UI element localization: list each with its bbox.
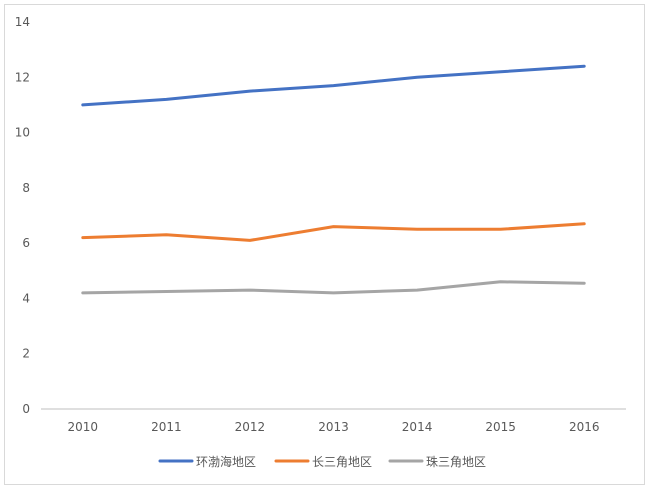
legend-label: 环渤海地区 xyxy=(196,454,256,469)
series-line-0 xyxy=(81,64,586,107)
x-axis-ticks: 2010 2011 2012 2013 2014 2015 2016 xyxy=(68,420,600,434)
y-axis-ticks: 0 2 4 6 8 10 12 14 xyxy=(15,15,30,416)
legend-item: 珠三角地区 xyxy=(388,455,486,469)
legend: 环渤海地区 长三角地区 珠三角地区 xyxy=(158,454,486,469)
x-tick-label: 2015 xyxy=(485,420,516,434)
y-tick-label: 4 xyxy=(22,291,30,305)
y-tick-label: 2 xyxy=(22,347,30,361)
y-tick-label: 6 xyxy=(22,236,30,250)
y-tick-label: 0 xyxy=(22,402,30,416)
y-tick-label: 10 xyxy=(15,126,30,140)
y-tick-label: 14 xyxy=(15,15,30,29)
chart-frame xyxy=(4,4,645,485)
series-line-1 xyxy=(81,222,586,242)
legend-item: 长三角地区 xyxy=(274,455,372,469)
x-tick-label: 2016 xyxy=(569,420,600,434)
series-lines xyxy=(81,64,586,295)
x-tick-label: 2012 xyxy=(235,420,266,434)
y-tick-label: 12 xyxy=(15,70,30,84)
y-tick-label: 8 xyxy=(22,181,30,195)
series-line-2 xyxy=(81,280,586,295)
legend-item: 环渤海地区 xyxy=(158,454,256,469)
legend-label: 长三角地区 xyxy=(312,455,372,469)
x-tick-label: 2014 xyxy=(402,420,433,434)
x-tick-label: 2013 xyxy=(318,420,349,434)
x-tick-label: 2011 xyxy=(151,420,182,434)
x-tick-label: 2010 xyxy=(68,420,99,434)
legend-label: 珠三角地区 xyxy=(426,455,486,469)
